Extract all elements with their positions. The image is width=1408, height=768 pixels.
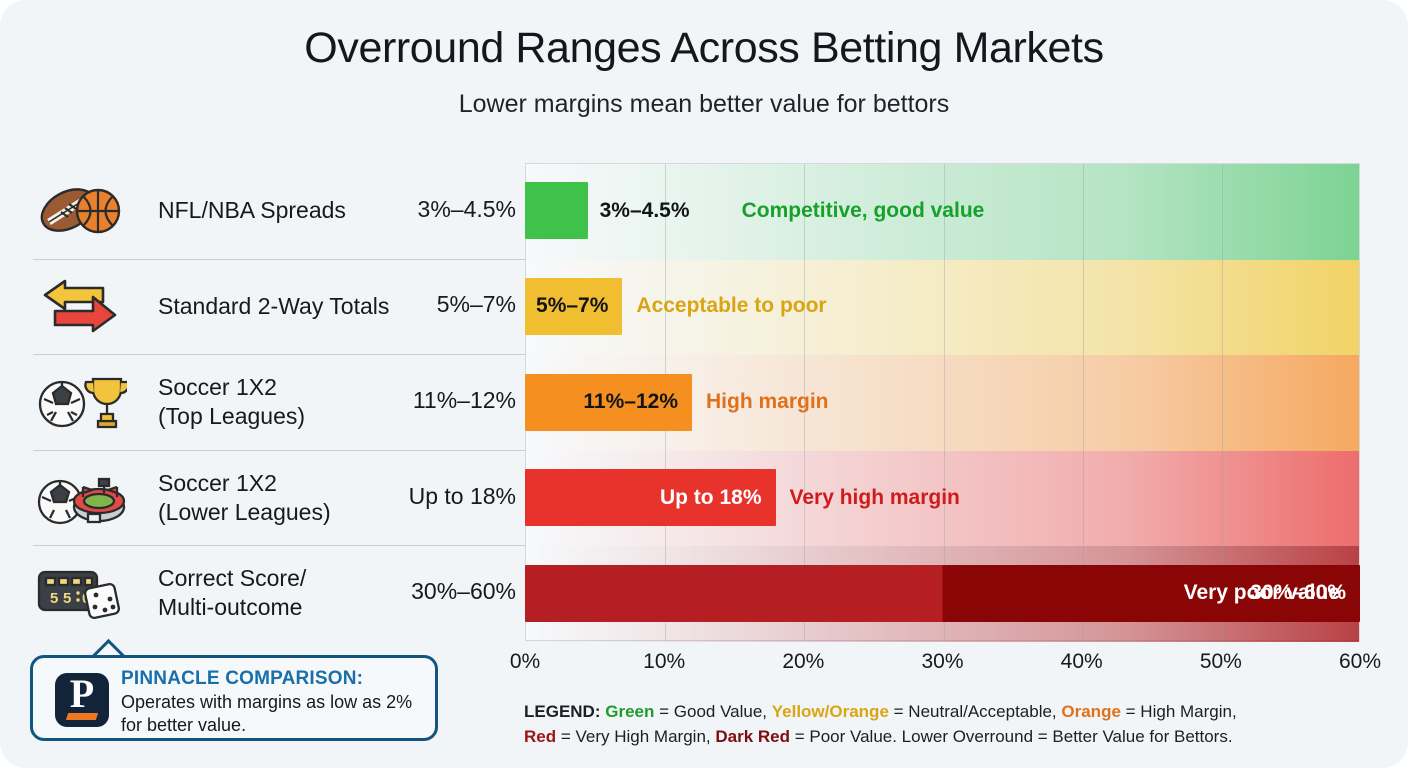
page-title: Overround Ranges Across Betting Markets [304,24,1104,72]
x-tick-label: 20% [782,650,825,673]
x-tick-label: 40% [1060,650,1103,673]
gridline [1221,164,1223,640]
row-label-line: Soccer 1X2 [158,374,277,400]
x-tick-label: 30% [921,650,964,673]
bar-value-label: 30%–60% [1250,581,1346,605]
soccer-trophy-icon [32,371,130,433]
row-range-value: 5%–7% [436,291,516,318]
legend-key-yellow: Yellow/Orange [771,702,889,721]
scoreboard-dice-icon: 550 [32,562,130,624]
legend-key-green: Green [605,702,655,721]
row-range-value: Up to 18% [408,482,516,509]
plot-band [526,164,1359,260]
row-label: Soccer 1X2 (Lower Leagues) [158,469,418,527]
chart-bar[interactable] [525,182,588,240]
plot-band [526,259,1359,356]
row-label: Standard 2-Way Totals [158,292,418,321]
two-way-arrows-icon [32,275,130,337]
legend-prefix: LEGEND: [524,702,601,721]
gridline [804,164,806,640]
bar-value-label: 3%–4.5% [599,198,690,222]
legend-key-orange: Orange [1061,702,1121,721]
legend-text-red: = Very High Margin, [560,727,711,746]
row-range-value: 11%–12% [412,387,516,413]
row-separator [33,258,525,260]
chart-bar[interactable] [525,469,776,527]
gridline [943,164,945,640]
callout-title: PINNACLE COMPARISON: [121,668,364,689]
x-tick-label: 10% [643,650,686,673]
x-tick-label: 60% [1338,650,1382,673]
gridline [1082,164,1084,640]
chart-bar[interactable] [525,564,1360,622]
callout-body: Operates with margins as low as 2% for b… [121,692,413,735]
legend: LEGEND: Green = Good Value, Yellow/Orang… [524,699,1384,749]
row-range-value: 30%–60% [411,578,516,605]
legend-text-green: = Good Value, [659,702,768,721]
x-tick-label: 0% [509,650,541,673]
football-basketball-icon [32,180,130,240]
chart-bar[interactable] [525,373,692,431]
svg-text:5: 5 [50,590,58,607]
bar-note-label: Very high margin [789,485,960,509]
row-label-line: Standard 2-Way Totals [158,292,390,319]
legend-key-darkred: Dark Red [715,727,790,746]
row-label-line: NFL/NBA Spreads [158,197,346,224]
bar-value-label: 11%–12% [583,390,678,413]
row-range-value: 3%–4.5% [417,195,516,222]
chart-bar[interactable] [525,277,623,335]
bar-value-label: 5%–7% [536,294,609,318]
svg-text:5: 5 [63,590,71,607]
bar-value-label: Up to 18% [659,485,762,509]
page-subtitle: Lower margins mean better value for bett… [458,90,950,118]
row-label-line: Soccer 1X2 [158,469,277,496]
soccer-stadium-icon [32,467,130,529]
bar-note-label: Acceptable to poor [636,294,827,318]
pinnacle-comparison-callout: P PINNACLE COMPARISON: Operates with mar… [30,655,438,741]
legend-text-yellow: = Neutral/Acceptable, [893,702,1057,721]
bar-note-label: Competitive, good value [741,198,985,222]
row-label: Correct Score/Multi-outcome [158,564,418,622]
pinnacle-logo-accent-bar [65,713,99,720]
x-tick-label: 50% [1199,650,1242,673]
row-label: NFL/NBA Spreads [158,196,418,225]
pinnacle-logo-icon: P [55,671,109,727]
row-label-line: Multi-outcome [158,594,303,621]
row-separator [33,449,525,451]
row-separator [33,354,525,356]
legend-key-red: Red [524,727,557,746]
row-separator [33,545,525,547]
row-label-line: Correct Score/ [158,565,307,592]
row-label-line: (Lower Leagues) [158,498,331,525]
bar-note-label: High margin [706,390,829,413]
row-label: Soccer 1X2 (Top Leagues) [158,373,418,431]
row-label-line: (Top Leagues) [158,403,306,429]
legend-text-orange: = High Margin, [1125,702,1237,721]
pinnacle-logo-letter: P [69,671,95,716]
legend-text-darkred: = Poor Value. Lower Overround = Better V… [794,727,1233,746]
bar-note-label: Very poor value [1183,581,1340,605]
